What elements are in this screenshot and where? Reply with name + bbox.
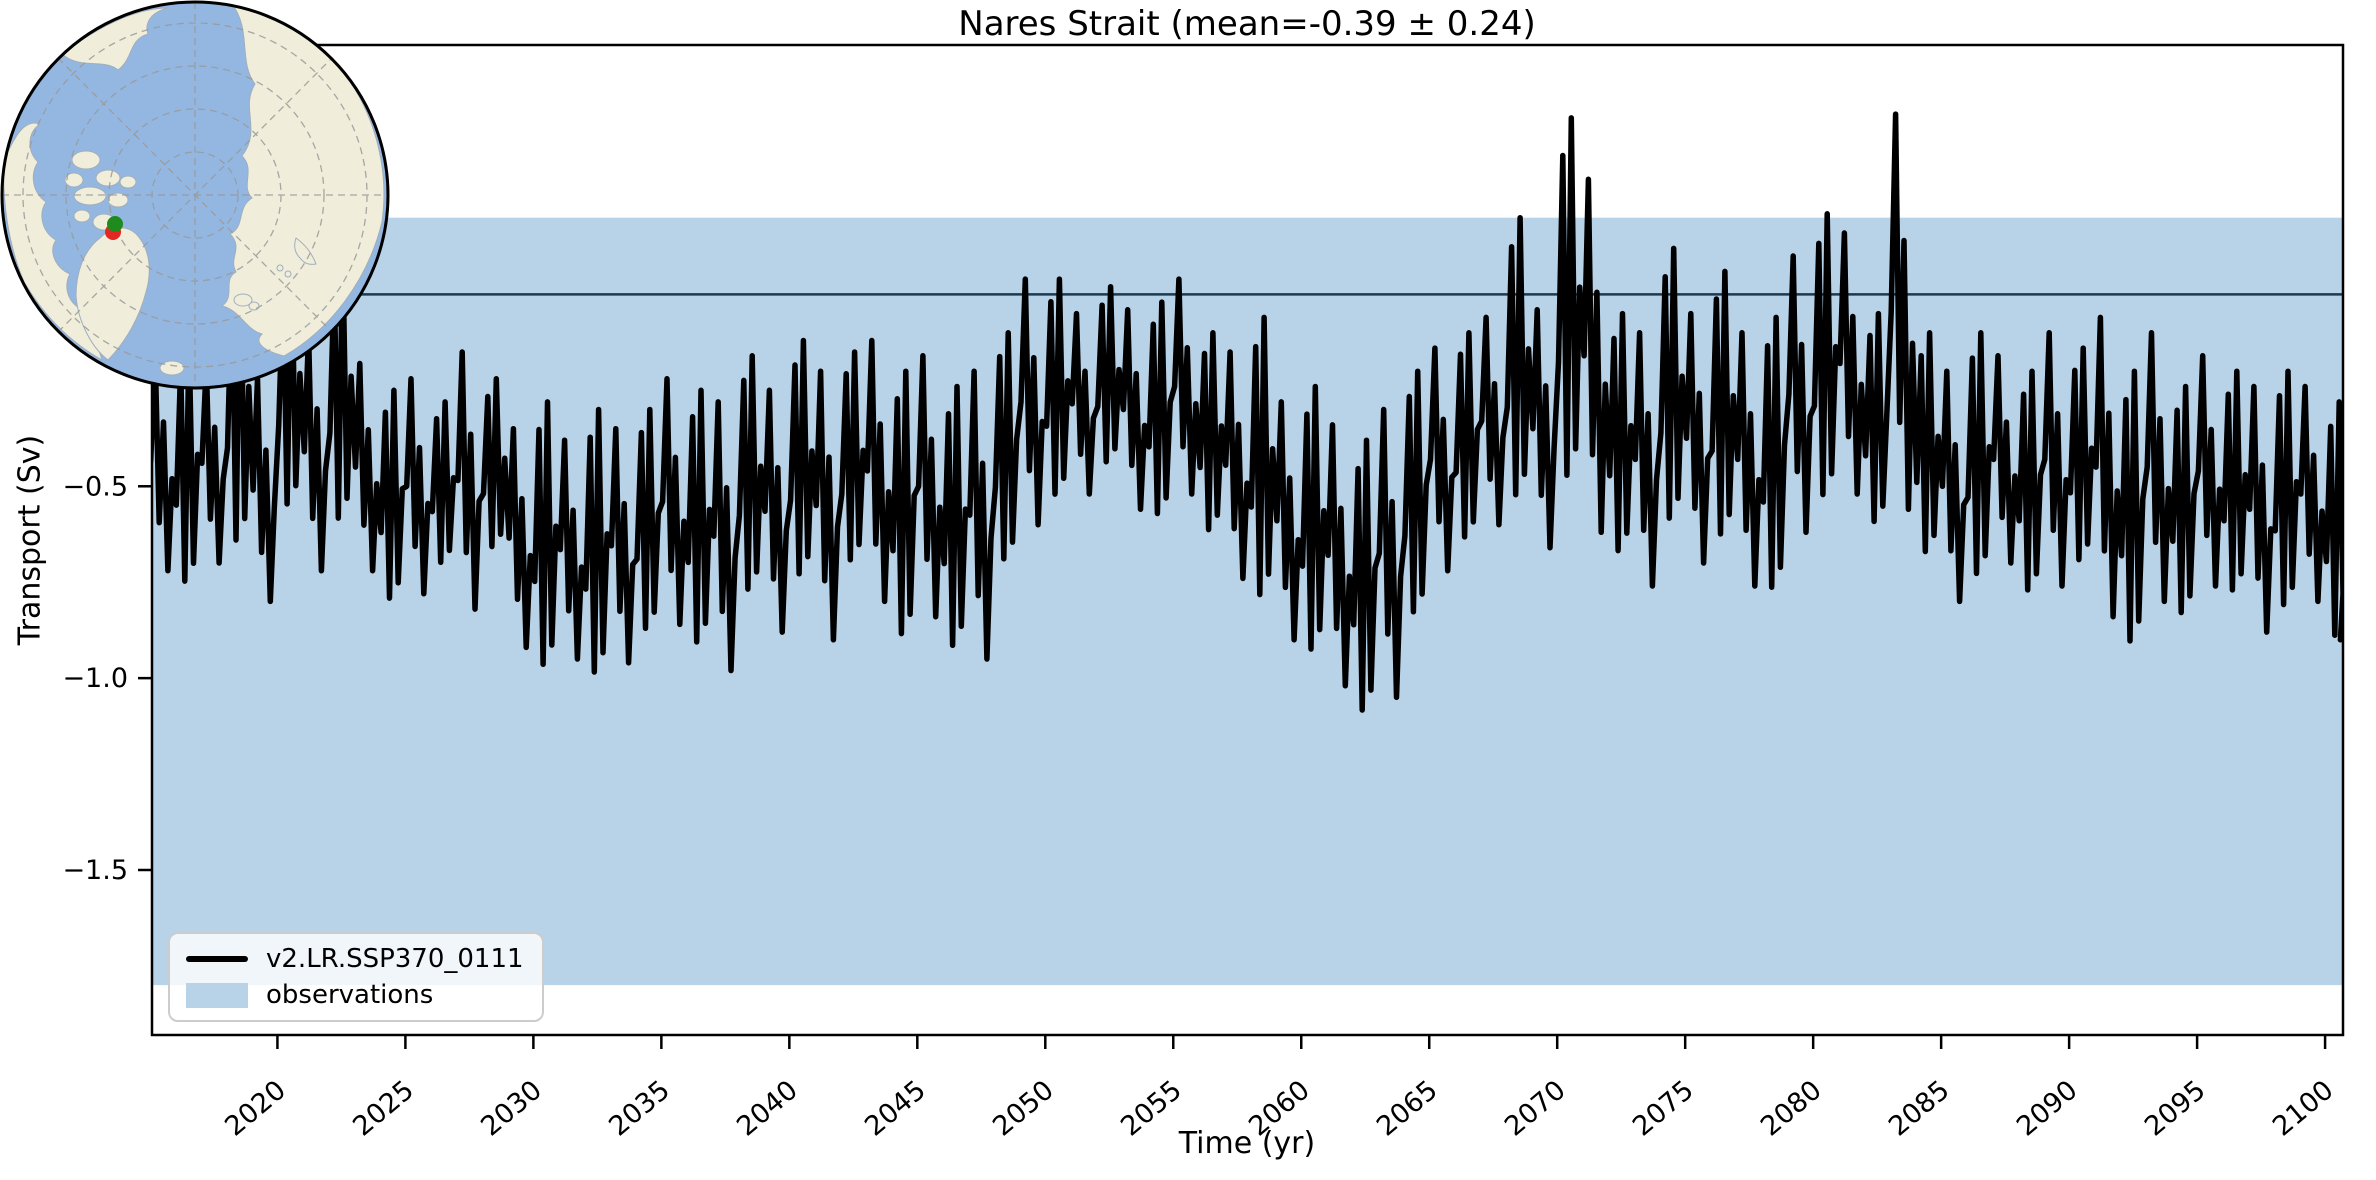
x-tick-label: 2055	[1115, 1075, 1188, 1143]
x-tick-label: 2045	[859, 1075, 932, 1143]
map-island	[73, 209, 91, 223]
x-tick-label: 2040	[731, 1075, 804, 1143]
y-tick-label: −0.5	[62, 471, 128, 502]
x-tick-label: 2065	[1371, 1075, 1444, 1143]
map-graticule	[2, 2, 388, 388]
map-border	[0, 0, 390, 390]
map-island	[119, 175, 137, 189]
chart-title: Nares Strait (mean=-0.39 ± 0.24)	[958, 4, 1536, 44]
map-island	[95, 169, 121, 187]
map-land-eurasia	[220, 3, 385, 357]
map-island	[159, 360, 185, 376]
x-tick-label: 2100	[2267, 1075, 2340, 1143]
x-tick-label: 2020	[219, 1075, 292, 1143]
x-tick-label: 2080	[1755, 1075, 1828, 1143]
x-tick-label: 2095	[2139, 1075, 2212, 1143]
map-island	[248, 301, 260, 311]
x-tick-label: 2070	[1499, 1075, 1572, 1143]
map-island	[107, 192, 129, 208]
y-tick-label: −1.5	[62, 855, 128, 886]
map-island	[294, 237, 317, 265]
map-island	[284, 270, 292, 278]
x-tick-label: 2090	[2011, 1075, 2084, 1143]
y-tick-label: −1.0	[62, 663, 128, 694]
legend-entry-model: v2.LR.SSP370_0111	[186, 944, 526, 974]
legend-line-swatch	[186, 956, 248, 962]
x-tick-label: 2030	[475, 1075, 548, 1143]
legend-label-observations: observations	[266, 980, 434, 1010]
map-land-canada	[3, 122, 103, 362]
axes-spines	[150, 43, 2345, 1037]
x-tick-label: 2035	[603, 1075, 676, 1143]
map-land-alaska	[61, 7, 169, 71]
x-tick-label: 2085	[1883, 1075, 1956, 1143]
map-island	[276, 264, 284, 272]
x-tick-label: 2025	[347, 1075, 420, 1143]
map-landmasses	[3, 3, 385, 376]
legend-entry-observations: observations	[186, 980, 526, 1010]
map-island	[73, 186, 107, 206]
arctic-map-inset	[0, 0, 390, 390]
legend-patch-swatch	[186, 982, 248, 1008]
map-island	[71, 150, 101, 170]
series-line	[152, 111, 2343, 713]
legend-label-model: v2.LR.SSP370_0111	[266, 944, 524, 974]
map-island	[64, 172, 84, 188]
green-location-marker	[107, 216, 123, 232]
x-axis-label: Time (yr)	[1178, 1126, 1316, 1161]
x-tick-label: 2050	[987, 1075, 1060, 1143]
y-axis-label: Transport (Sv)	[12, 434, 48, 646]
observations-band	[152, 217, 2343, 986]
map-island	[233, 293, 253, 307]
legend: v2.LR.SSP370_0111 observations	[168, 932, 544, 1022]
x-tick-label: 2075	[1627, 1075, 1700, 1143]
